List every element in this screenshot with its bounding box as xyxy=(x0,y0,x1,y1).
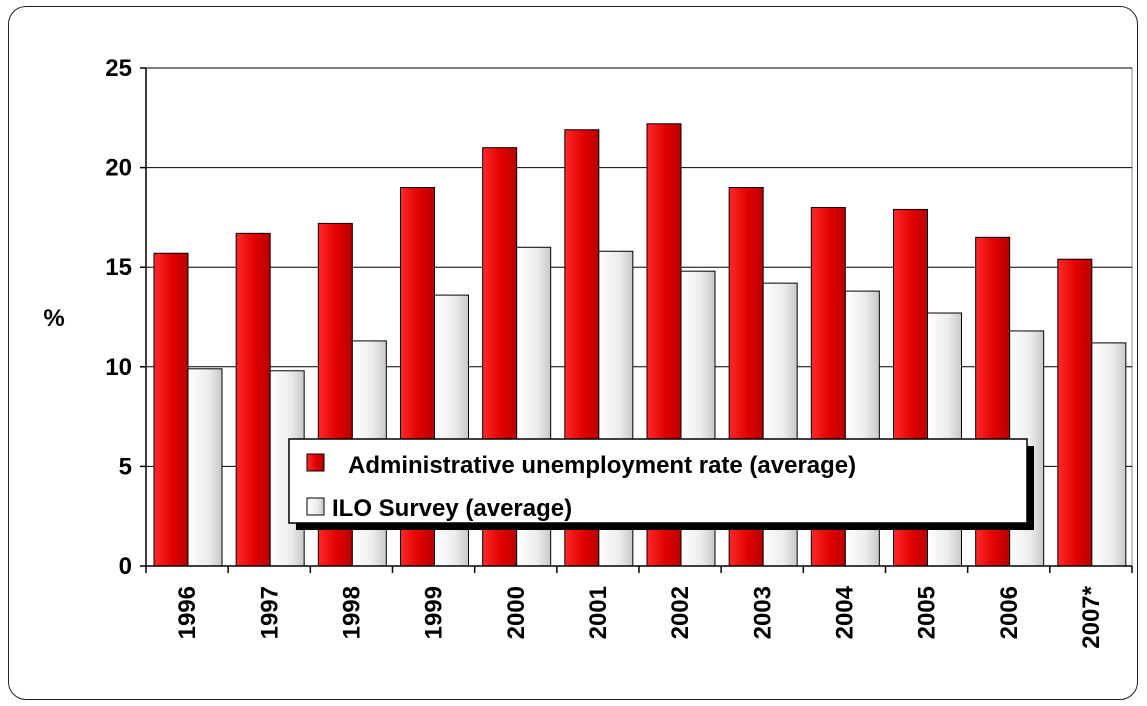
x-tick-label: 1998 xyxy=(338,586,365,639)
y-tick-label: 0 xyxy=(119,553,132,580)
bar-administrative-1996 xyxy=(153,252,189,567)
x-tick-label: 2004 xyxy=(831,585,858,639)
y-axis-label: % xyxy=(43,305,64,332)
x-tick-label: 2006 xyxy=(996,586,1023,639)
y-tick-label: 10 xyxy=(105,354,132,381)
x-tick-label: 2000 xyxy=(503,586,530,639)
y-tick-label: 15 xyxy=(105,254,132,281)
legend-swatch-administrative xyxy=(306,453,325,472)
x-tick-label: 2001 xyxy=(585,586,612,639)
x-tick-label: 2002 xyxy=(667,586,694,639)
x-tick-label: 1997 xyxy=(256,586,283,639)
x-tick-label: 1999 xyxy=(421,586,448,639)
legend-label-administrative: Administrative unemployment rate (averag… xyxy=(348,452,856,479)
y-tick-label: 20 xyxy=(105,155,132,182)
x-tick-label: 1996 xyxy=(174,586,201,639)
legend: Administrative unemployment rate (averag… xyxy=(288,438,1034,530)
legend-swatch-ilo xyxy=(306,497,325,516)
y-tick-label: 25 xyxy=(105,55,132,82)
x-tick-label: 2007* xyxy=(1078,585,1105,648)
x-tick-label: 2005 xyxy=(914,586,941,639)
bar-administrative-2007 xyxy=(1057,258,1093,567)
legend-label-ilo: ILO Survey (average) xyxy=(332,495,572,522)
bar-ilo-2007 xyxy=(1091,342,1127,567)
bar-ilo-1996 xyxy=(187,368,223,567)
legend-box xyxy=(288,438,1028,524)
y-tick-label: 5 xyxy=(119,453,132,480)
bar-administrative-1997 xyxy=(235,232,271,567)
x-tick-label: 2003 xyxy=(749,586,776,639)
